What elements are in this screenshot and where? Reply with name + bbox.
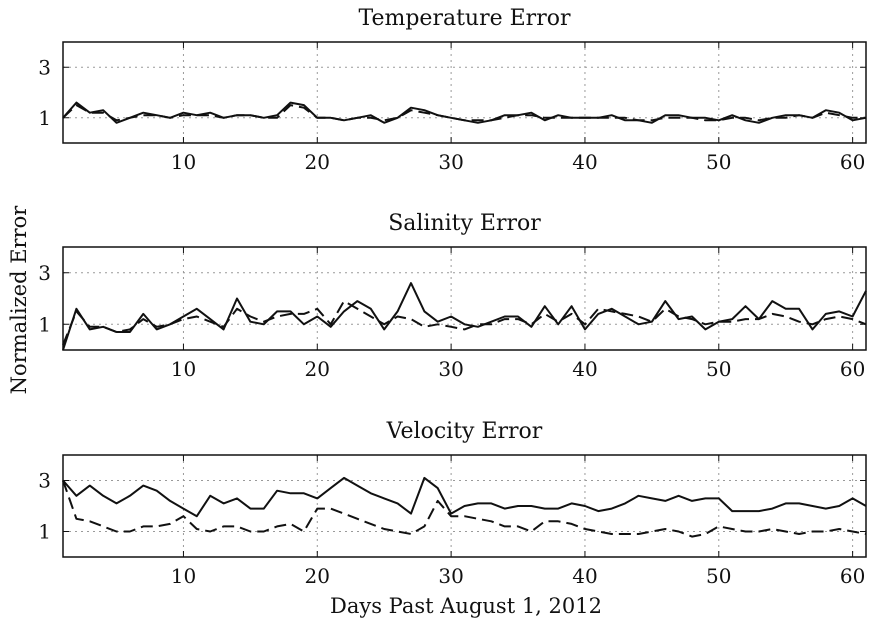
x-tick-label: 10 <box>171 357 196 381</box>
salinity-dashed-line <box>62 300 867 346</box>
x-tick-label: 50 <box>706 357 731 381</box>
x-tick-label: 20 <box>305 564 330 588</box>
x-tick-label: 40 <box>572 357 597 381</box>
salinity-panel: Salinity Error 10 20 30 40 50 60 1 3 <box>38 211 867 381</box>
y-tick-label: 1 <box>38 520 51 544</box>
y-tick-label: 1 <box>38 106 51 130</box>
velocity-solid-line <box>62 476 867 518</box>
velocity-axes-frame <box>62 454 867 558</box>
temperature-dashed-line <box>62 104 866 122</box>
temperature-axes-frame <box>62 41 867 144</box>
x-tick-label: 10 <box>171 150 196 174</box>
y-tick-label: 1 <box>38 312 51 336</box>
velocity-dashed-line <box>62 480 867 538</box>
velocity-title: Velocity Error <box>386 419 543 444</box>
y-tick-label: 3 <box>38 55 51 79</box>
salinity-title: Salinity Error <box>388 211 541 236</box>
x-axis-label: Days Past August 1, 2012 <box>330 594 602 618</box>
x-tick-label: 60 <box>840 150 865 174</box>
y-tick-label: 3 <box>38 261 51 285</box>
x-tick-label: 30 <box>438 150 463 174</box>
x-tick-label: 20 <box>305 357 330 381</box>
x-tick-label: 60 <box>840 357 865 381</box>
y-tick-label: 3 <box>38 469 51 493</box>
salinity-solid-line <box>62 282 867 351</box>
x-tick-label: 50 <box>706 564 731 588</box>
x-tick-label: 30 <box>438 564 463 588</box>
y-axis-label: Normalized Error <box>7 205 31 395</box>
x-tick-label: 40 <box>572 564 597 588</box>
x-tick-label: 60 <box>840 564 865 588</box>
x-tick-label: 30 <box>438 357 463 381</box>
temperature-title: Temperature Error <box>359 6 571 31</box>
x-tick-label: 20 <box>305 150 330 174</box>
x-tick-label: 50 <box>706 150 731 174</box>
temperature-panel: Temperature Error 10 20 30 40 50 60 1 3 <box>38 6 867 174</box>
velocity-panel: Velocity Error 10 20 30 40 50 60 1 3 <box>38 419 867 588</box>
x-tick-label: 10 <box>171 564 196 588</box>
salinity-axes-frame <box>62 246 867 351</box>
x-tick-label: 40 <box>572 150 597 174</box>
